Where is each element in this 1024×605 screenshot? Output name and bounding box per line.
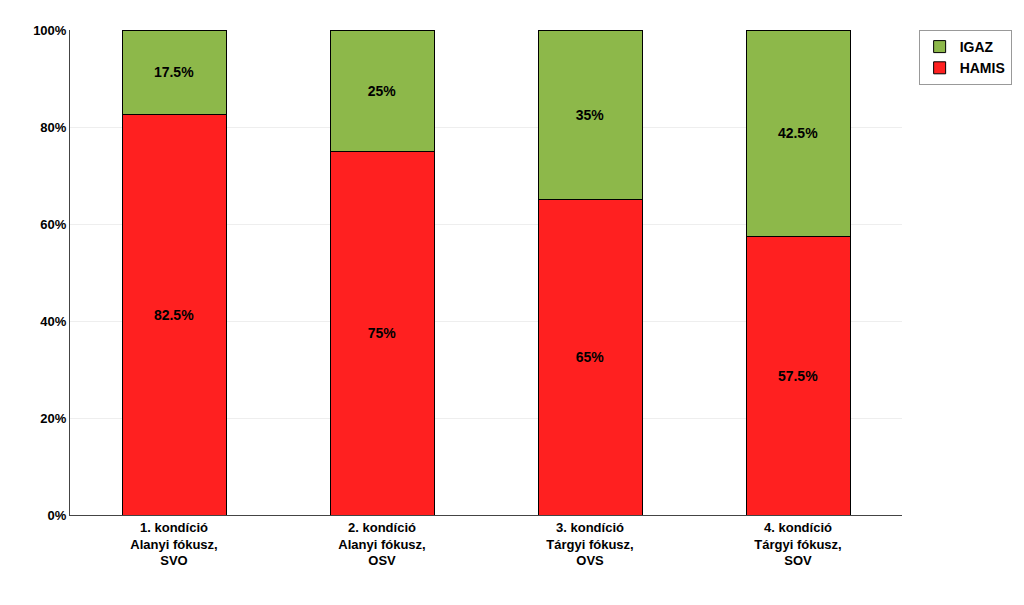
svg-text:20%: 20% — [40, 411, 66, 426]
svg-text:80%: 80% — [40, 120, 66, 135]
svg-text:42.5%: 42.5% — [778, 125, 818, 141]
svg-text:75%: 75% — [368, 325, 397, 341]
svg-text:17.5%: 17.5% — [154, 64, 194, 80]
svg-text:0%: 0% — [48, 508, 67, 523]
svg-text:3. kondícióTárgyi fókusz,OVS: 3. kondícióTárgyi fókusz,OVS — [546, 520, 633, 569]
svg-text:57.5%: 57.5% — [778, 368, 818, 384]
svg-text:1. kondícióAlanyi fókusz,SVO: 1. kondícióAlanyi fókusz,SVO — [130, 520, 217, 569]
svg-text:HAMIS: HAMIS — [960, 60, 1005, 76]
svg-text:4. kondícióTárgyi fókusz,SOV: 4. kondícióTárgyi fókusz,SOV — [754, 520, 841, 569]
svg-text:40%: 40% — [40, 314, 66, 329]
svg-text:100%: 100% — [33, 23, 67, 38]
svg-text:82.5%: 82.5% — [154, 307, 194, 323]
svg-text:65%: 65% — [576, 349, 605, 365]
svg-text:25%: 25% — [368, 83, 397, 99]
svg-text:IGAZ: IGAZ — [960, 39, 994, 55]
svg-text:60%: 60% — [40, 217, 66, 232]
svg-text:2. kondícióAlanyi fókusz,OSV: 2. kondícióAlanyi fókusz,OSV — [338, 520, 425, 569]
svg-text:35%: 35% — [576, 107, 605, 123]
